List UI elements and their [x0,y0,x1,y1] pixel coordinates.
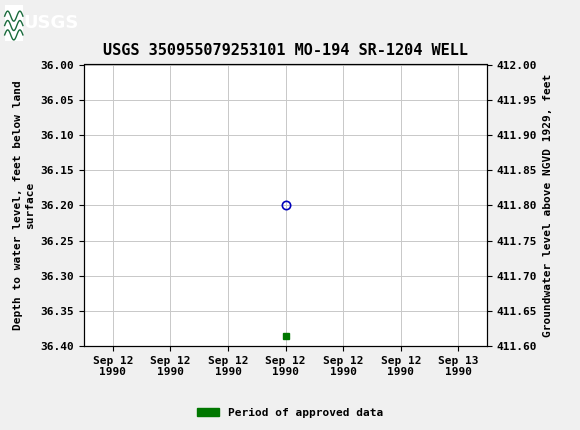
Title: USGS 350955079253101 MO-194 SR-1204 WELL: USGS 350955079253101 MO-194 SR-1204 WELL [103,43,468,58]
Y-axis label: Depth to water level, feet below land
surface: Depth to water level, feet below land su… [13,80,35,330]
Y-axis label: Groundwater level above NGVD 1929, feet: Groundwater level above NGVD 1929, feet [543,74,553,337]
Legend: Period of approved data: Period of approved data [193,403,387,422]
Text: USGS: USGS [24,14,79,31]
Bar [5,4,23,41]
